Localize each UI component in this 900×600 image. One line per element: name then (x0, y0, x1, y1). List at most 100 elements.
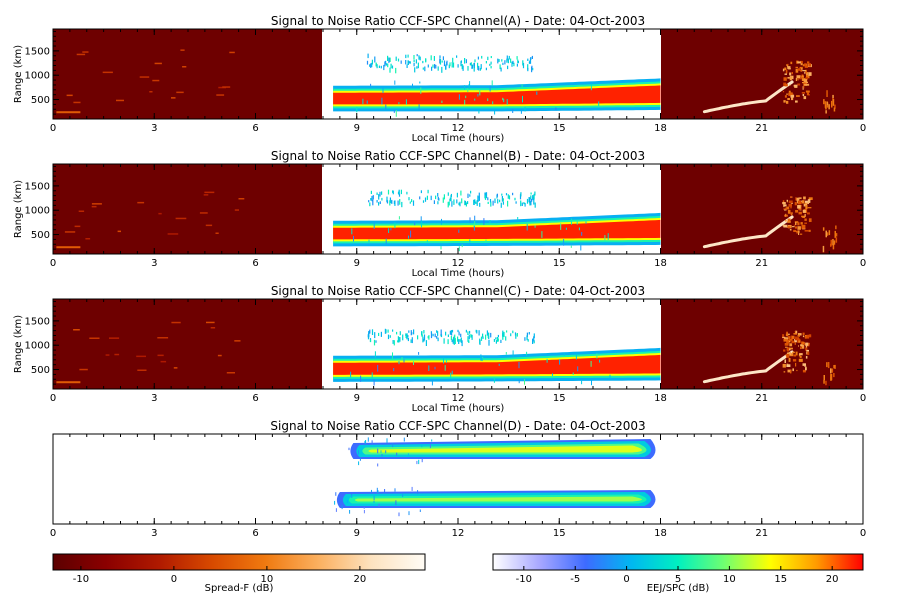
spreadf-weak-echo (229, 51, 235, 54)
snr-speckle (493, 377, 495, 383)
spreadf-plume-cell (804, 365, 807, 367)
snr-scatter-point (471, 334, 473, 340)
snr-speckle (487, 98, 489, 101)
snr-scatter-point (386, 199, 388, 203)
channel-d-speckle (407, 453, 409, 457)
spreadf-side-streak (826, 362, 828, 368)
snr-scatter-point (370, 198, 372, 201)
snr-scatter-point (507, 58, 509, 64)
spreadf-plume-cell (802, 209, 806, 213)
spreadf-plume-cell (787, 335, 790, 338)
snr-scatter-point (391, 65, 394, 69)
snr-scatter-point (409, 61, 411, 64)
snr-speckle (580, 245, 582, 251)
snr-speckle (421, 221, 422, 228)
snr-scatter-point (406, 333, 408, 340)
snr-scatter-point (460, 190, 462, 196)
snr-scatter-point (464, 58, 466, 64)
spreadf-plume-cell (790, 196, 792, 198)
panel-d-marks (334, 437, 656, 517)
snr-scatter-point (485, 334, 487, 340)
snr-scatter-point (378, 65, 380, 68)
snr-scatter-point (479, 202, 481, 207)
snr-speckle (563, 239, 565, 246)
snr-scatter-point (458, 331, 460, 336)
snr-scatter-point (522, 60, 524, 66)
snr-scatter-point (375, 340, 377, 343)
panel-a-plot-area (52, 28, 864, 120)
snr-scatter-point (398, 193, 401, 197)
snr-scatter-point (391, 199, 393, 204)
snr-scatter-point (487, 197, 489, 201)
snr-scatter-point (524, 337, 526, 341)
spreadf-plume-cell (800, 344, 805, 349)
snr-scatter-point (480, 336, 483, 341)
snr-scatter-point (529, 60, 531, 64)
channel-d-speckle (335, 492, 337, 496)
snr-scatter-point (399, 199, 401, 205)
snr-scatter-point (407, 60, 409, 65)
snr-scatter-point (474, 59, 476, 63)
spreadf-plume-cell (805, 200, 809, 204)
snr-speckle (576, 220, 578, 225)
spreadf-plume-cell (802, 94, 805, 96)
channel-d-speckle (358, 461, 360, 466)
spreadf-weak-echo (149, 91, 153, 93)
spreadf-weak-echo (204, 191, 215, 194)
snr-scatter-point (376, 64, 378, 69)
spreadf-plume-cell (787, 339, 791, 343)
panel-a-marks (333, 53, 661, 117)
channel-d-speckle (402, 494, 404, 497)
colorbar-tick-label: 10 (261, 574, 274, 585)
spreadf-plume-cell (790, 93, 794, 95)
snr-speckle (353, 235, 354, 242)
snr-scatter-point (413, 55, 415, 60)
colorbar-tick-label: 20 (354, 574, 367, 585)
channel-d-speckle (377, 463, 379, 467)
channel-d-speckle (421, 444, 423, 448)
snr-scatter-point (373, 339, 376, 346)
snr-scatter-point (369, 329, 371, 334)
channel-d-speckle (396, 452, 398, 456)
snr-scatter-point (507, 194, 509, 199)
snr-scatter-point (531, 65, 533, 69)
snr-scatter-point (413, 59, 415, 63)
spreadf-plume-cell (801, 92, 805, 94)
snr-scatter-point (379, 201, 381, 204)
spreadf-plume-cell (787, 77, 790, 79)
snr-scatter-point (390, 200, 392, 204)
spreadf-plume-cell (801, 215, 805, 218)
spreadf-plume-cell (794, 331, 796, 333)
snr-scatter-point (490, 56, 492, 59)
snr-scatter-point (392, 190, 394, 193)
spreadf-side-streak (833, 365, 835, 369)
snr-speckle (413, 361, 414, 365)
spreadf-plume-cell (788, 212, 793, 214)
snr-scatter-point (443, 194, 445, 200)
snr-scatter-point (501, 196, 503, 202)
spreadf-plume-cell (786, 363, 789, 365)
spreadf-plume-cell (803, 79, 808, 83)
spreadf-weak-echo (180, 49, 185, 51)
snr-scatter-point (372, 195, 374, 200)
snr-speckle (382, 86, 384, 94)
channel-d-speckle (378, 503, 380, 507)
snr-scatter-point (415, 59, 417, 64)
spreadf-plume-cell (802, 332, 805, 336)
snr-scatter-point (378, 332, 380, 336)
spreadf-plume-cell (786, 199, 788, 202)
spreadf-weak-echo (114, 353, 120, 356)
snr-scatter-point (405, 333, 407, 336)
snr-scatter-point (432, 333, 434, 337)
x-tick-label: 6 (252, 123, 258, 134)
spreadf-side-streak (832, 94, 834, 98)
spreadf-weak-echo (175, 217, 187, 220)
panel-c-segment-pre (53, 299, 322, 389)
panel-c-segment-night (661, 299, 863, 389)
snr-scatter-point (477, 56, 479, 60)
spreadf-plume-cell (806, 334, 810, 339)
snr-scatter-point (450, 195, 452, 201)
x-tick-label: 0 (50, 123, 56, 134)
spreadf-plume-cell (783, 349, 786, 352)
spreadf-plume-cell (783, 224, 788, 228)
